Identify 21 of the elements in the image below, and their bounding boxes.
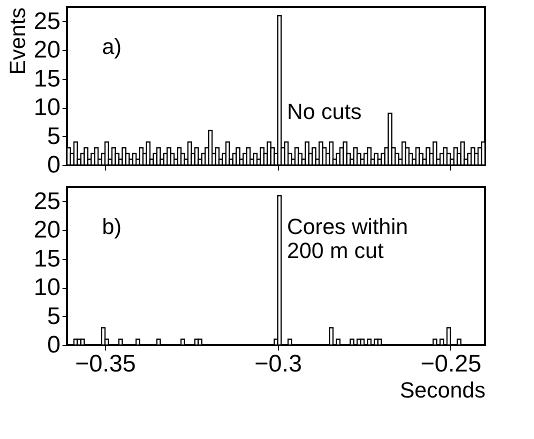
annotation: a) <box>102 34 122 59</box>
x-tick-label: −0.35 <box>75 350 136 378</box>
y-tick-label: 15 <box>34 65 60 92</box>
y-tick-label: 10 <box>34 94 60 122</box>
y-tick-label: 0 <box>47 332 60 358</box>
x-axis-title: Seconds <box>400 378 486 402</box>
annotation: No cuts <box>287 99 362 124</box>
y-tick-label: 5 <box>47 122 60 150</box>
x-tick-label: −0.25 <box>420 350 482 378</box>
y-tick-label: 20 <box>34 36 60 64</box>
y-tick-label: 10 <box>34 274 60 302</box>
y-tick-label: 25 <box>34 8 60 35</box>
y-axis-title: Events <box>4 8 30 75</box>
y-tick-label: 5 <box>47 302 60 330</box>
y-tick-label: 15 <box>34 245 60 272</box>
annotation: b) <box>102 214 122 239</box>
annotation: Cores within 200 m cut <box>287 214 408 263</box>
y-tick-label: 20 <box>34 216 60 244</box>
y-tick-label: 25 <box>34 188 60 215</box>
x-tick-label: −0.3 <box>254 350 302 378</box>
y-tick-label: 0 <box>47 152 60 178</box>
